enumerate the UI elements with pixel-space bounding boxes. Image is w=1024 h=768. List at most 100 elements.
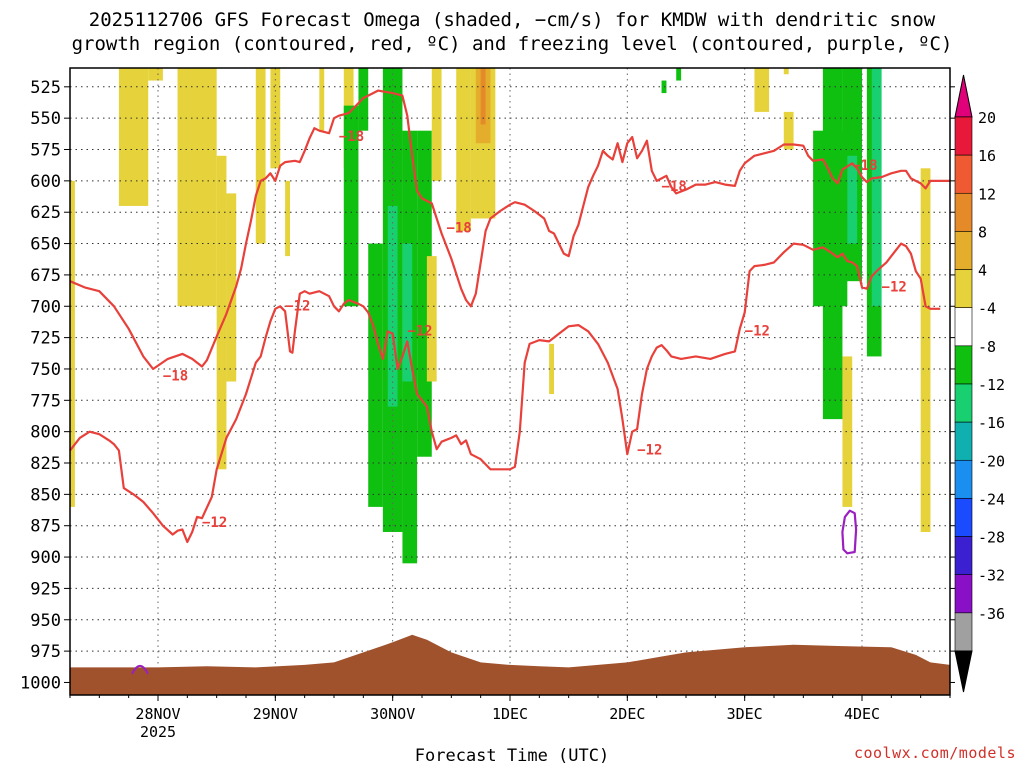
y-tick-label: 675: [30, 266, 61, 286]
omega-shade-cell: [216, 155, 227, 470]
colorbar-segment: [954, 192, 973, 232]
omega-shade-cell: [148, 68, 163, 81]
x-axis-label: Forecast Time (UTC): [414, 746, 610, 766]
y-tick-label: 825: [30, 454, 61, 474]
freezing-level-contour: [841, 509, 858, 555]
x-tick-sublabel: 2025: [140, 723, 176, 741]
omega-shade-cell: [118, 68, 149, 206]
grid-layer: [70, 68, 950, 695]
omega-shade-cell: [255, 68, 266, 244]
colorbar-segment: [954, 269, 973, 309]
contour-label: −12: [285, 298, 310, 314]
contour-label: −12: [637, 442, 662, 458]
credit-link[interactable]: coolwx.com/models: [853, 744, 1016, 762]
omega-shade-cell: [783, 111, 794, 150]
colorbar-segment: [954, 154, 973, 194]
y-tick-label: 950: [30, 611, 61, 631]
colorbar-segment: [954, 459, 973, 499]
colorbar-segment: [954, 307, 973, 347]
x-tick-label: 30NOV: [370, 705, 415, 723]
colorbar-segment: [954, 612, 973, 652]
colorbar-label: 8: [978, 223, 987, 241]
colorbar-segment: [954, 231, 973, 270]
y-tick-label: 650: [30, 235, 61, 255]
omega-shade-cell: [920, 168, 931, 532]
x-tick-label: 2DEC: [609, 705, 645, 723]
contour-label: −12: [745, 323, 770, 339]
omega-shade-cell: [783, 68, 789, 75]
colorbar-segment: [954, 116, 973, 156]
y-tick-label: 975: [30, 642, 61, 662]
y-tick-label: 575: [30, 141, 61, 161]
x-tick-label: 29NOV: [253, 705, 298, 723]
omega-shade-cell: [285, 180, 290, 257]
x-tick-label: 3DEC: [727, 705, 763, 723]
contour-label: −18: [339, 129, 364, 145]
omega-shade-cell: [402, 243, 413, 382]
colorbar-label: -8: [978, 338, 996, 356]
colorbar-label: -24: [978, 490, 1005, 508]
y-axis: 525 550 575 600 625 650 675 700 725 750 775 800 825 8…: [20, 78, 955, 693]
contour-label: −18: [852, 158, 877, 174]
omega-shade-cell: [426, 256, 437, 382]
contour-label: −18: [446, 221, 471, 237]
isotherm-layer: [69, 89, 950, 675]
y-tick-label: 1000: [20, 673, 61, 693]
y-tick-label: 800: [30, 423, 61, 443]
omega-shade-cell: [456, 68, 471, 232]
colorbar-segment: [954, 345, 973, 385]
omega-shade-cell: [847, 155, 858, 244]
colorbar-label: 20: [978, 109, 996, 127]
omega-shade-cell: [70, 180, 75, 507]
chart-title-line1: 2025112706 GFS Forecast Omega (shaded, −…: [88, 9, 936, 31]
colorbar-bottom-arrow: [954, 650, 973, 693]
y-tick-label: 875: [30, 517, 61, 537]
x-tick-label: 4DEC: [844, 705, 880, 723]
colorbar-segment: [954, 383, 973, 423]
isotherm-contour-1: [69, 89, 950, 371]
contour-label: −18: [662, 179, 687, 195]
freezing-level-contour-small: [131, 664, 149, 675]
colorbar: 20 16 12 8 4 -4 -8 -12 -16 -20 -24 -28 -32 -36: [954, 74, 1005, 693]
colorbar-segment: [954, 536, 973, 576]
omega-shade-cell: [676, 68, 682, 81]
colorbar-segment: [954, 574, 973, 614]
omega-shade-cell: [319, 68, 325, 131]
chart-title-line2: growth region (contoured, red, ºC) and f…: [71, 33, 953, 55]
colorbar-label: 4: [978, 262, 987, 280]
omega-shade-cell: [549, 343, 554, 395]
colorbar-label: -20: [978, 452, 1005, 470]
colorbar-label: 12: [978, 185, 996, 203]
terrain-ground: [70, 634, 950, 695]
colorbar-label: -36: [978, 605, 1005, 623]
terrain-layer: [70, 634, 950, 695]
y-tick-label: 850: [30, 485, 61, 505]
omega-shade-cell: [842, 356, 853, 507]
colorbar-label: -12: [978, 376, 1005, 394]
colorbar-segment: [954, 498, 973, 537]
contour-label-layer: −18 −18 −18 −18 −18 −12 −12 −12 −12 −12 −12: [163, 129, 907, 531]
colorbar-top-arrow: [954, 74, 973, 118]
colorbar-label: -16: [978, 414, 1005, 432]
y-tick-label: 725: [30, 329, 61, 349]
omega-shading-layer: [70, 68, 931, 564]
y-tick-label: 750: [30, 360, 61, 380]
colorbar-label: -4: [978, 300, 996, 318]
omega-shade-cell: [343, 105, 359, 307]
y-tick-label: 925: [30, 579, 61, 599]
x-tick-label: 28NOV: [135, 705, 180, 723]
y-tick-label: 550: [30, 109, 61, 129]
omega-shade-cell: [368, 243, 383, 507]
contour-label: −12: [202, 515, 227, 531]
colorbar-label: -32: [978, 567, 1005, 585]
omega-shade-cell: [226, 193, 237, 382]
y-tick-label: 700: [30, 297, 61, 317]
contour-label: −18: [163, 368, 188, 384]
colorbar-segment: [954, 421, 973, 461]
colorbar-label: 16: [978, 147, 996, 165]
omega-shade-cell: [387, 205, 398, 407]
isotherm-contour-2: [69, 242, 941, 544]
omega-shade-cell: [822, 68, 843, 420]
omega-shade-cell: [871, 68, 882, 307]
